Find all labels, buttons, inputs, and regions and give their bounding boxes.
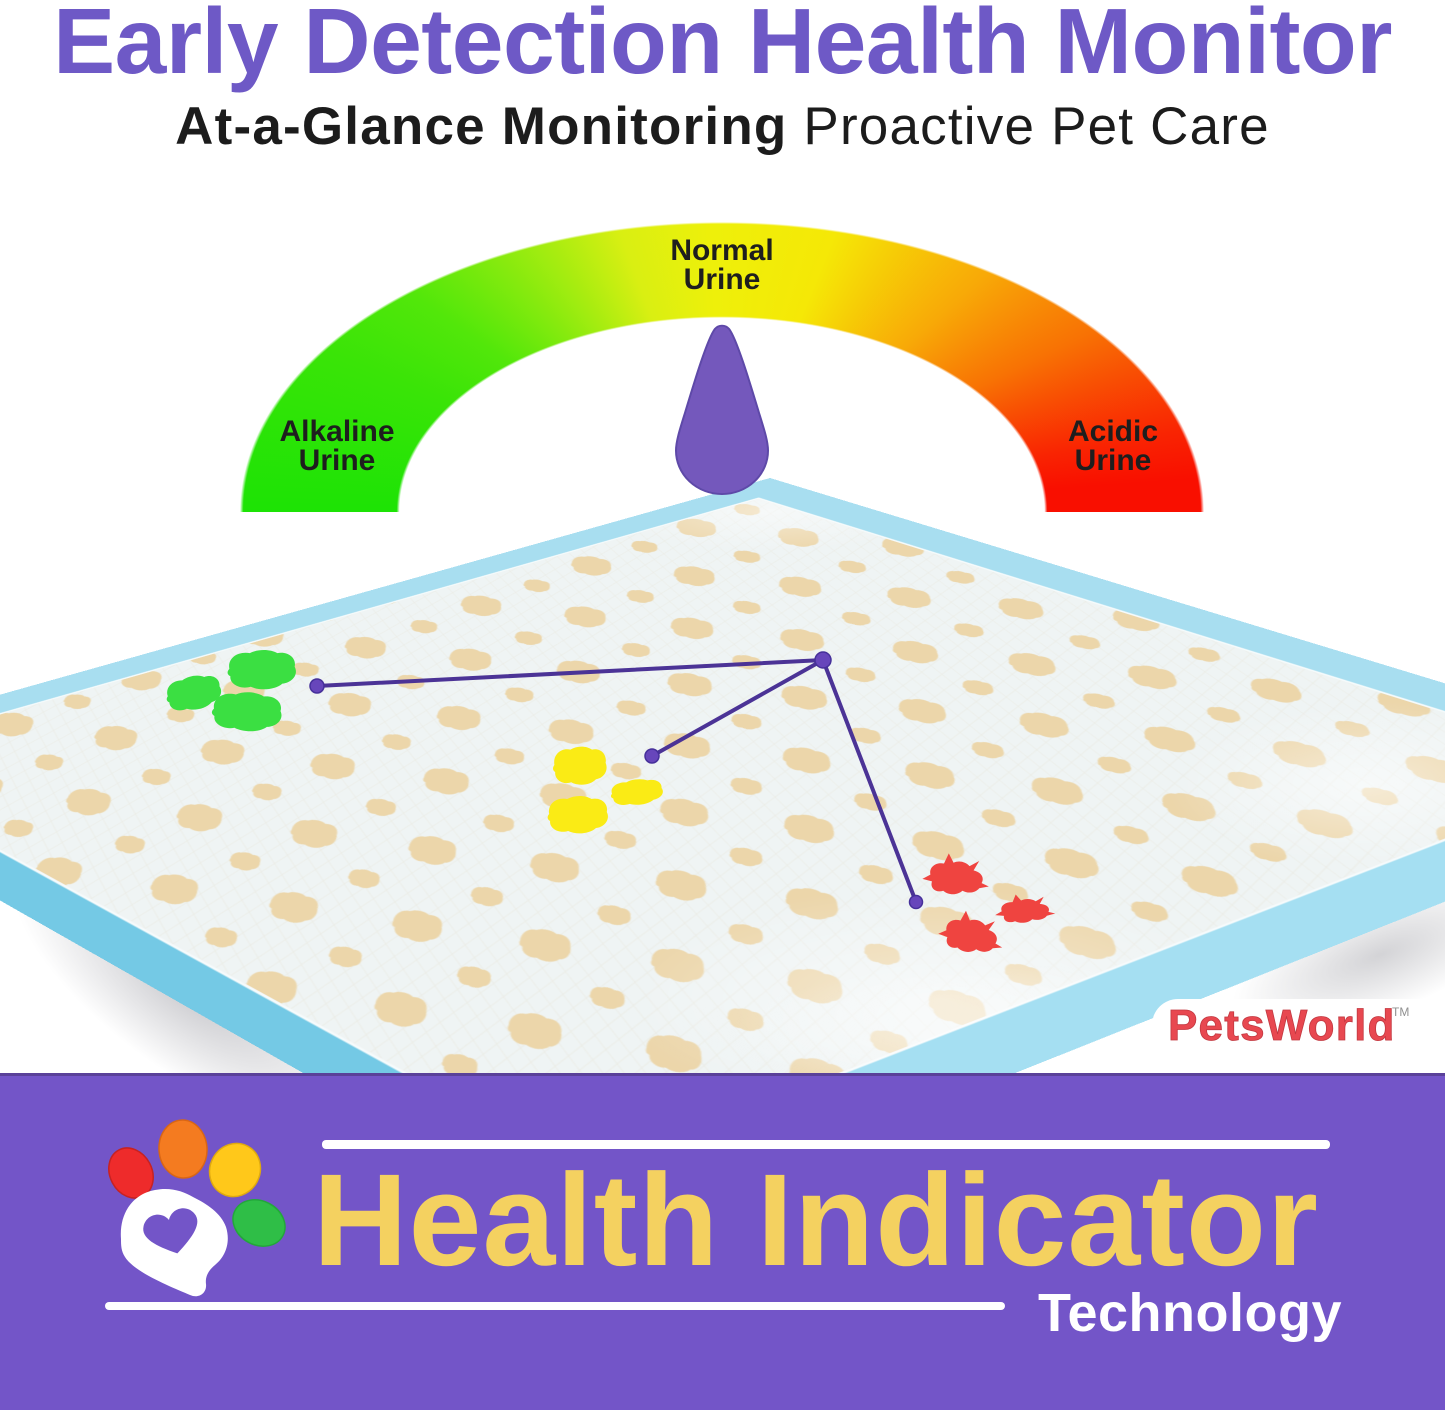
- svg-text:PetsWorld: PetsWorld: [1168, 1001, 1396, 1050]
- svg-text:TM: TM: [1392, 1005, 1409, 1019]
